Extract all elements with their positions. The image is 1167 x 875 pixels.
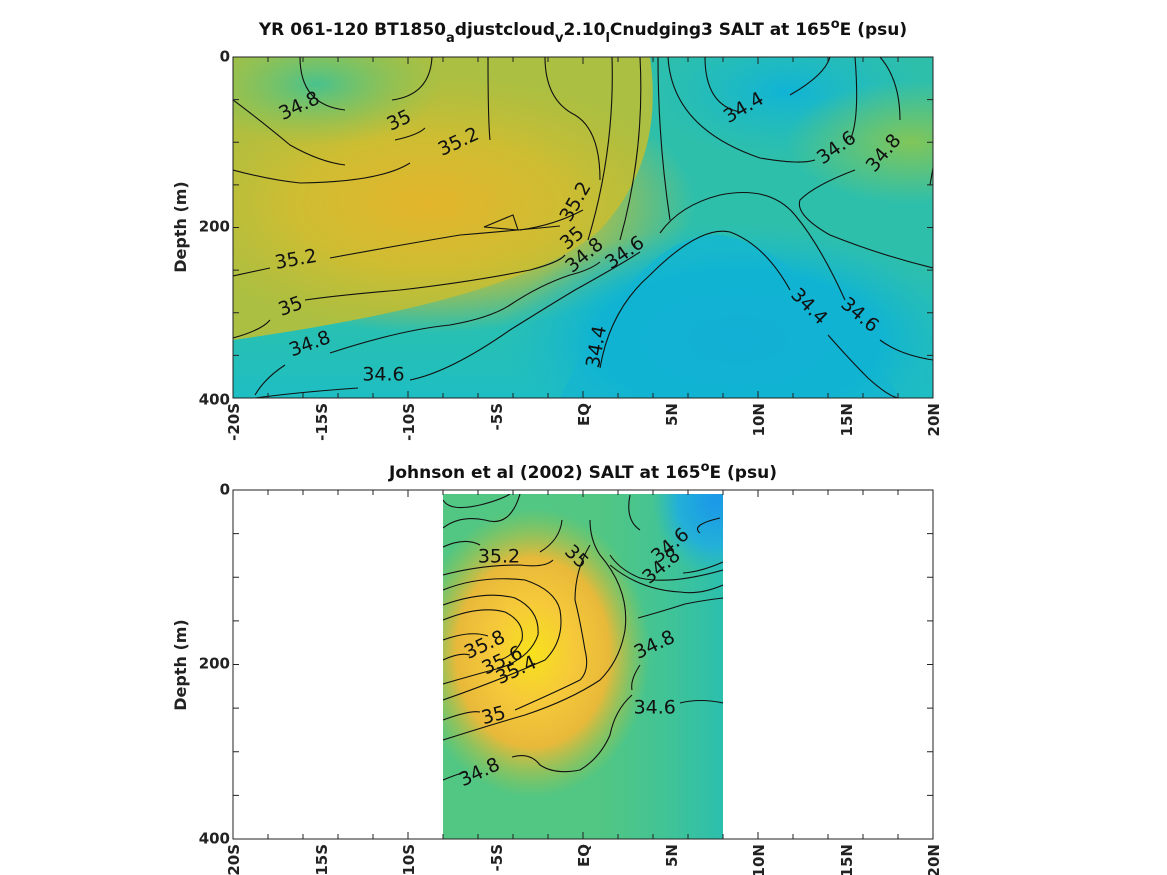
x-tick-label: 10N [750, 403, 768, 436]
contour-label: 34.6 [362, 363, 404, 385]
contour-label: 34.6 [634, 697, 676, 719]
x-tick-label: -15S [313, 844, 331, 875]
x-tick-label: EQ [575, 844, 593, 867]
top-contour-lines [233, 57, 933, 398]
x-tick-label: -15S [313, 403, 331, 441]
x-tick-label: 20N [925, 844, 943, 875]
x-tick-label: -10S [400, 403, 418, 441]
x-tick-label: -20S [225, 403, 243, 441]
top-x-tick-labels: -20S -15S -10S -5S EQ 5N 10N 15N 20N [225, 403, 943, 441]
x-tick-label: -5S [488, 403, 506, 430]
bottom-contour-lines [443, 494, 723, 781]
y-tick-label: 200 [199, 655, 230, 673]
x-tick-label: 15N [838, 844, 856, 875]
y-tick-label: 400 [199, 391, 230, 409]
bottom-salinity-field: 35.2 35 34.6 34.8 35.8 35.6 35.4 34.8 35… [443, 494, 723, 839]
x-tick-label: 10N [750, 844, 768, 875]
x-tick-label: -10S [400, 844, 418, 875]
top-title: YR 061-120 BT1850adjustcloudv2.10lCnudgi… [258, 17, 907, 46]
top-minor-ticks [232, 56, 934, 399]
bottom-minor-ticks [232, 489, 934, 840]
bottom-y-tick-labels: 0 200 400 [199, 481, 230, 848]
contour-label: 35.2 [478, 546, 520, 568]
top-salinity-field: 34.8 35 35.2 35.2 35 34.8 34.6 35.2 35 3… [233, 57, 933, 398]
y-tick-label: 400 [199, 830, 230, 848]
x-tick-label: -5S [488, 844, 506, 871]
bottom-title: Johnson et al (2002) SALT at 165oE (psu) [388, 460, 777, 483]
top-y-tick-labels: 0 200 400 [199, 48, 230, 409]
x-tick-label: -20S [225, 844, 243, 875]
x-tick-label: 20N [925, 403, 943, 436]
x-tick-label: 15N [838, 403, 856, 436]
bottom-x-tick-labels: -20S -15S -10S -5S EQ 5N 10N 15N 20N [225, 844, 943, 875]
y-tick-label: 0 [220, 48, 230, 66]
x-tick-label: 5N [663, 844, 681, 867]
top-y-axis-label: Depth (m) [171, 181, 190, 273]
x-tick-label: 5N [663, 403, 681, 426]
x-tick-label: EQ [575, 403, 593, 426]
y-tick-label: 200 [199, 218, 230, 236]
bottom-panel: Johnson et al (2002) SALT at 165oE (psu) [171, 460, 943, 875]
bottom-contour-labels: 35.2 35 34.6 34.8 35.8 35.6 35.4 34.8 35… [456, 523, 694, 791]
bottom-y-axis-label: Depth (m) [171, 619, 190, 711]
y-tick-label: 0 [220, 481, 230, 499]
top-panel: YR 061-120 BT1850adjustcloudv2.10lCnudgi… [171, 17, 943, 441]
